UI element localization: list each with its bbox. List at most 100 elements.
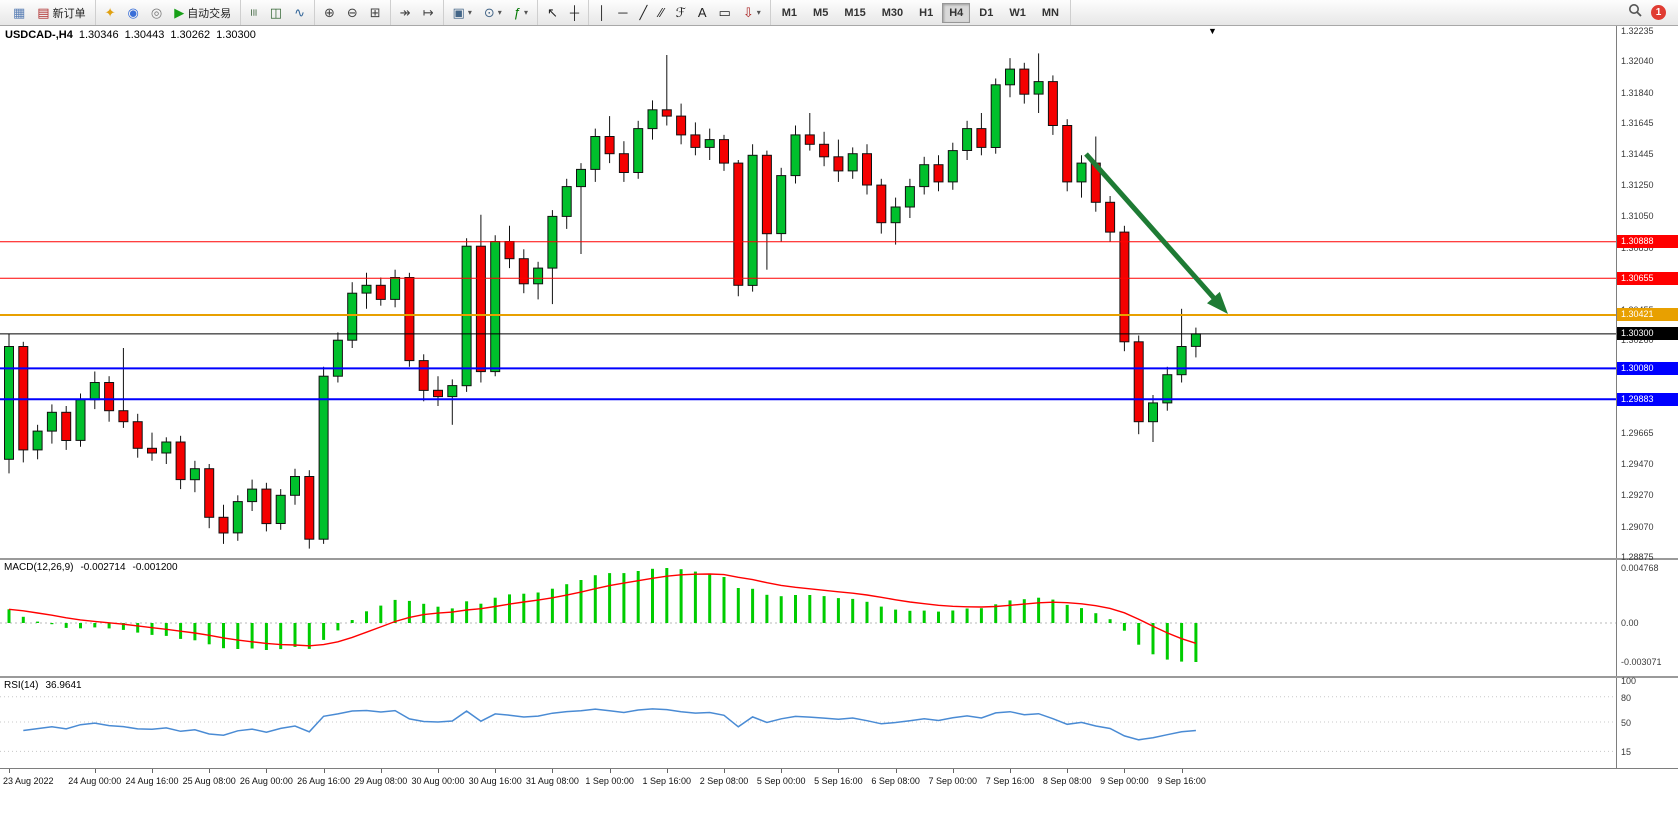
tf-d1-button[interactable]: D1 [972,3,1000,23]
tf-w1-button[interactable]: W1 [1002,3,1033,23]
fibonacci-button[interactable]: ℱ [671,3,691,23]
candle [819,143,830,158]
tf-m15-button[interactable]: M15 [837,3,872,23]
price-tag-1.30080: 1.30080 [1617,361,1678,375]
zoom-out-button[interactable]: ⊖ [342,3,363,23]
time-tick [323,769,325,773]
macd-scale: 0.004768 0.00 -0.003071 [1616,560,1678,676]
candle [347,292,358,341]
arrows-icon: ⇩ [742,5,754,20]
macd-panel[interactable]: MACD(12,26,9) -0.002714 -0.001200 0.004768… [0,558,1678,676]
community-icon: ◎ [150,5,163,20]
trend-arrow-line[interactable] [1084,152,1220,304]
candle [218,516,229,534]
price-tick: 1.32235 [1621,25,1654,36]
bar-chart-button[interactable]: ≡ [245,3,263,23]
candle [719,139,729,164]
chart-shift-marker[interactable]: ▼ [1208,26,1217,36]
candle [1162,374,1173,404]
candle [61,411,72,441]
new-order-button[interactable]: ▤ 新订单 [32,3,90,23]
horizontal-line-button[interactable]: ─ [613,3,632,23]
tf-m1-button[interactable]: M1 [775,3,804,23]
time-label: 23 Aug 2022 [3,776,54,786]
tf-h4-button[interactable]: H4 [942,2,971,23]
time-label: 30 Aug 16:00 [468,776,522,786]
candle [576,168,586,188]
price-tick: 1.31250 [1621,180,1654,191]
candle [1005,68,1015,86]
candle [1062,125,1073,183]
candle [1176,346,1187,376]
time-tick [380,769,382,773]
toolbar-group-services: ✦ ◉ ◎ ▶ 自动交易 [96,0,242,25]
candle-chart-button[interactable]: ◫ [265,3,287,23]
search-icon[interactable] [1628,3,1642,22]
chart-shift-button[interactable]: ↦ [418,3,439,23]
tf-m30-button[interactable]: M30 [875,3,910,23]
text-button[interactable]: A [693,3,712,23]
price-scale[interactable]: 1.32235 1.32040 1.31840 1.31645 1.31445 1.312… [1616,25,1678,562]
crosshair-button[interactable]: ┼ [565,3,584,23]
indicators-button[interactable]: ƒ ▾ [509,3,533,23]
auto-trading-button[interactable]: ▶ 自动交易 [169,3,236,23]
text-label-button[interactable]: ▭ [714,3,736,23]
time-tick [94,769,96,773]
community-button[interactable]: ◎ [146,3,167,23]
new-chart-button[interactable]: ▦ [8,3,30,23]
candle [676,115,687,136]
notification-badge[interactable]: 1 [1651,5,1666,20]
line-chart-button[interactable]: ∿ [289,3,310,23]
candle [804,134,815,145]
equidistant-channel-button[interactable]: ∕∕ [654,3,668,23]
candle [4,346,14,460]
trendline-button[interactable]: ╱ [634,3,652,23]
candle [104,382,115,412]
time-tick [266,769,268,773]
candle [475,245,486,373]
tile-windows-button[interactable]: ⊞ [365,3,386,23]
periods-caret-icon: ▾ [497,8,502,17]
candle [390,277,401,300]
zoom-in-button[interactable]: ⊕ [319,3,340,23]
macd-main-value: -0.002714 [80,562,126,573]
new-window-icon: ▣ [452,5,465,20]
arrows-button[interactable]: ⇩ ▾ [738,3,766,23]
tf-h4-label: H4 [949,6,964,19]
candle [833,156,844,172]
cursor-icon: ↖ [547,5,558,20]
time-tick [724,769,725,773]
auto-trading-icon: ▶ [174,5,185,20]
profile-button[interactable]: ◉ [123,3,144,23]
tf-m5-button[interactable]: M5 [806,3,835,23]
vertical-line-button[interactable]: │ [593,3,611,23]
time-label: 7 Sep 00:00 [928,776,978,786]
market-button[interactable]: ✦ [100,3,121,23]
candle [976,128,987,148]
trendline-icon: ╱ [639,5,648,20]
trend-arrow-head[interactable] [1207,291,1228,314]
candle [962,128,973,151]
auto-scroll-button[interactable]: ↠ [395,3,416,23]
tf-mn-button[interactable]: MN [1035,3,1066,23]
rsi-panel[interactable]: RSI(14) 36.9641 100 80 50 15 [0,676,1678,768]
time-label: 26 Aug 16:00 [297,776,351,786]
periods-button[interactable]: ⊙ ▾ [479,3,507,23]
candle [890,206,901,224]
indicators-icon: ƒ [513,5,521,20]
time-tick [209,769,211,773]
candle [1019,68,1030,95]
candle [847,153,858,172]
new-window-button[interactable]: ▣ ▾ [448,3,477,23]
auto-trading-label: 自动交易 [187,7,232,20]
macd-tick: -0.003071 [1621,657,1662,667]
macd-chart[interactable] [0,560,1616,676]
price-chart-panel[interactable]: USDCAD-,H4 1.30346 1.30443 1.30262 1.30300 ▼… [0,25,1678,562]
cursor-button[interactable]: ↖ [542,3,563,23]
candle [247,488,258,503]
tf-h1-button[interactable]: H1 [912,3,940,23]
time-axis[interactable]: 23 Aug 2022 24 Aug 00:00 24 Aug 16:00 25 Au… [0,768,1678,792]
rsi-chart[interactable] [0,678,1616,768]
candlestick-chart[interactable] [0,26,1616,558]
